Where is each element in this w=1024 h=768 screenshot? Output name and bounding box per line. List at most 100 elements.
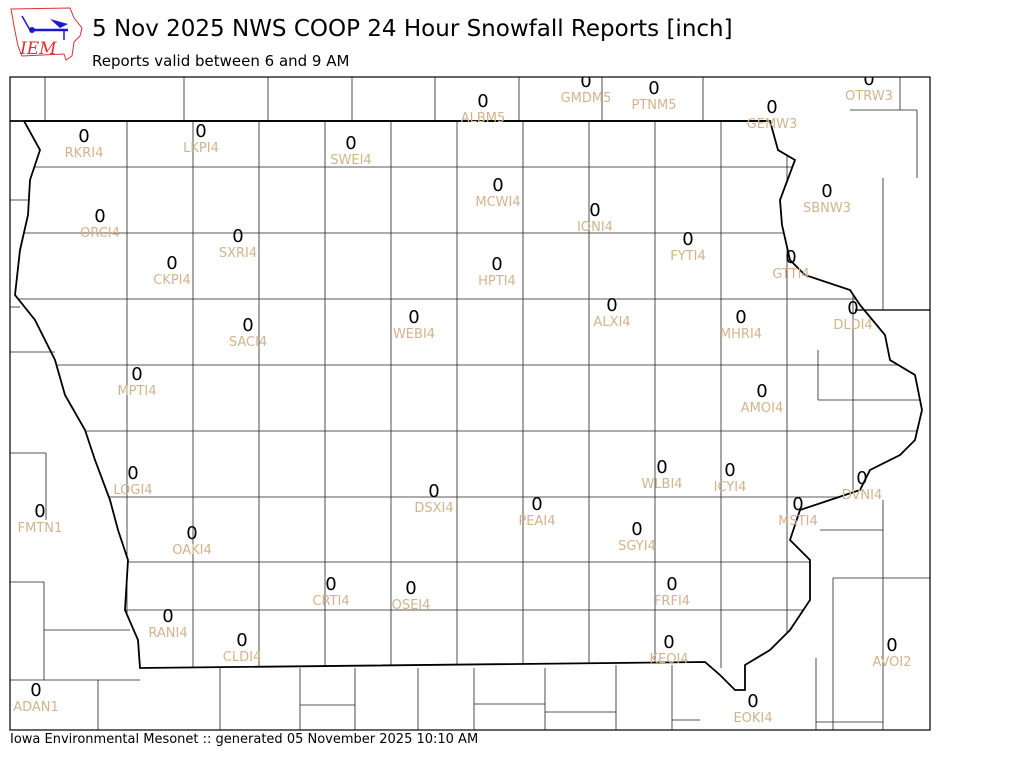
neighbor-county-lines: [10, 77, 930, 730]
station-id-label: SWEI4: [330, 153, 371, 168]
station-id-label: ICYI4: [714, 480, 747, 495]
station-id-label: RKRI4: [65, 146, 104, 161]
snowfall-value: 0: [236, 630, 247, 651]
station-id-label: ALXI4: [593, 315, 630, 330]
snowfall-value: 0: [242, 315, 253, 336]
map-frame: [9, 76, 931, 731]
snowfall-value: 0: [580, 71, 591, 92]
station-id-label: HPTI4: [478, 274, 516, 289]
station-id-label: DVNI4: [842, 488, 883, 503]
snowfall-value: 0: [491, 254, 502, 275]
station-id-label: IONI4: [577, 220, 613, 235]
station-id-label: DLDI4: [833, 318, 872, 333]
station-id-label: CKPI4: [153, 273, 191, 288]
station-id-label: SXRI4: [219, 246, 257, 261]
station-id-label: ADAN1: [13, 700, 59, 715]
station-id-label: OSEI4: [392, 598, 431, 613]
snowfall-value: 0: [589, 200, 600, 221]
station-id-label: LKPI4: [183, 141, 219, 156]
snowfall-value: 0: [166, 253, 177, 274]
snowfall-value: 0: [477, 91, 488, 112]
station-id-label: OTRW3: [845, 89, 893, 104]
snowfall-value: 0: [34, 501, 45, 522]
snowfall-value: 0: [531, 494, 542, 515]
snowfall-value: 0: [792, 494, 803, 515]
station-id-label: KEOI4: [649, 652, 688, 667]
station-id-label: SACI4: [229, 335, 267, 350]
station-id-label: EOKI4: [733, 711, 772, 726]
snowfall-value: 0: [747, 691, 758, 712]
snowfall-value: 0: [847, 298, 858, 319]
iowa-county-lines: [15, 121, 922, 668]
snowfall-value: 0: [663, 632, 674, 653]
snowfall-value: 0: [648, 78, 659, 99]
station-id-label: GMDM5: [561, 91, 612, 106]
snowfall-value: 0: [666, 574, 677, 595]
snowfall-value: 0: [186, 523, 197, 544]
station-id-label: CRTI4: [312, 594, 349, 609]
snowfall-value: 0: [325, 574, 336, 595]
station-id-label: PEAI4: [518, 514, 555, 529]
snowfall-value: 0: [408, 307, 419, 328]
snowfall-value: 0: [863, 69, 874, 90]
snowfall-value: 0: [131, 364, 142, 385]
station-id-label: RANI4: [148, 626, 187, 641]
iem-logo: IEM: [8, 6, 84, 68]
snowfall-value: 0: [682, 229, 693, 250]
station-id-label: OAKI4: [172, 543, 212, 558]
snowfall-value: 0: [724, 460, 735, 481]
station-id-label: MSTI4: [778, 514, 818, 529]
snowfall-value: 0: [785, 247, 796, 268]
station-id-label: MPTI4: [117, 384, 156, 399]
snowfall-value: 0: [30, 680, 41, 701]
snowfall-value: 0: [492, 175, 503, 196]
snowfall-value: 0: [162, 606, 173, 627]
station-id-label: LOGI4: [113, 483, 152, 498]
state-border: [14, 120, 923, 691]
station-id-label: MCWI4: [475, 195, 520, 210]
snowfall-value: 0: [756, 381, 767, 402]
station-id-label: SBNW3: [803, 201, 851, 216]
station-id-label: CLDI4: [223, 650, 261, 665]
logo-text: IEM: [19, 39, 57, 59]
station-id-label: ORCI4: [80, 226, 120, 241]
snowfall-value: 0: [886, 635, 897, 656]
